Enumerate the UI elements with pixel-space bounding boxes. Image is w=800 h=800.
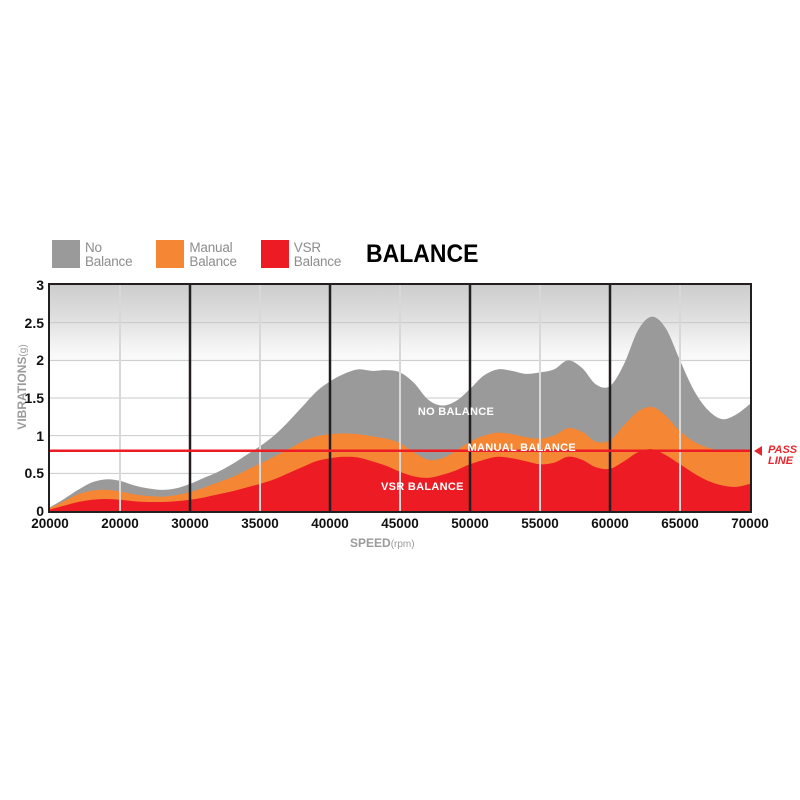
x-axis-tick-label: 55000 — [521, 516, 559, 531]
x-axis-title-text: SPEED — [350, 536, 391, 550]
x-axis-tick-label: 70000 — [731, 516, 769, 531]
y-axis-tick-label: 2 — [36, 352, 44, 369]
x-axis-tick-label: 60000 — [591, 516, 629, 531]
x-axis-tick-label: 65000 — [661, 516, 699, 531]
y-axis-tick-label: 1.5 — [24, 390, 44, 406]
legend-label-manual-balance-line1: Manual — [189, 240, 233, 255]
chart-title: BALANCE — [366, 240, 479, 268]
legend-swatch-no-balance — [52, 240, 80, 268]
y-axis-tick-label: 1 — [36, 427, 44, 444]
x-axis-tick-label: 45000 — [381, 516, 419, 531]
legend-label-manual-balance: Manual Balance — [189, 240, 237, 269]
legend-label-vsr-balance: VSR Balance — [293, 240, 342, 269]
legend-label-vsr-balance-line2: Balance — [293, 253, 342, 269]
band-label: VSR BALANCE — [381, 481, 464, 494]
plot-svg — [50, 285, 750, 511]
legend-swatch-manual-balance — [156, 240, 185, 268]
x-axis-title: SPEED(rpm) — [350, 536, 415, 550]
pass-line-label-line1: PASS — [768, 443, 798, 456]
legend-item-vsr-balance: VSR Balance — [260, 240, 342, 269]
x-axis-unit: (rpm) — [390, 539, 415, 550]
y-axis-tick-label: 2.5 — [24, 314, 44, 331]
legend-label-vsr-balance-line1: VSR — [293, 240, 321, 255]
legend-label-no-balance: No Balance — [85, 240, 133, 269]
pass-line-arrow-icon — [754, 445, 762, 456]
x-axis-tick-label: 35000 — [241, 516, 279, 531]
band-label: NO BALANCE — [417, 406, 495, 419]
x-axis-tick-label: 30000 — [171, 516, 209, 531]
chart-legend: No Balance Manual Balance VSR Balance — [52, 240, 341, 268]
x-axis-tick-label: 20000 — [101, 516, 139, 531]
pass-line-label-line2: LINE — [768, 455, 794, 468]
band-label: MANUAL BALANCE — [467, 442, 577, 455]
legend-label-no-balance-line2: Balance — [85, 253, 133, 269]
y-axis-tick-label: 0 — [36, 503, 44, 519]
y-axis-tick-label: 3 — [36, 277, 44, 293]
x-axis-tick-label: 50000 — [451, 516, 489, 531]
legend-label-no-balance-line1: No — [85, 240, 102, 255]
x-axis-tick-label: 20000 — [31, 516, 69, 531]
legend-swatch-vsr-balance — [260, 240, 289, 268]
plot-area: NO BALANCE MANUAL BALANCE VSR BALANCE — [48, 283, 752, 513]
y-axis-ticks: 0 0.5 1 1.5 2 2.5 3 — [0, 0, 44, 800]
pass-line-callout: PASS LINE — [768, 443, 798, 468]
legend-item-manual-balance: Manual Balance — [156, 240, 237, 269]
legend-item-no-balance: No Balance — [52, 240, 133, 269]
legend-label-manual-balance-line2: Balance — [189, 253, 237, 269]
y-axis-tick-label: 0.5 — [24, 465, 44, 482]
x-axis-tick-label: 40000 — [311, 516, 349, 531]
